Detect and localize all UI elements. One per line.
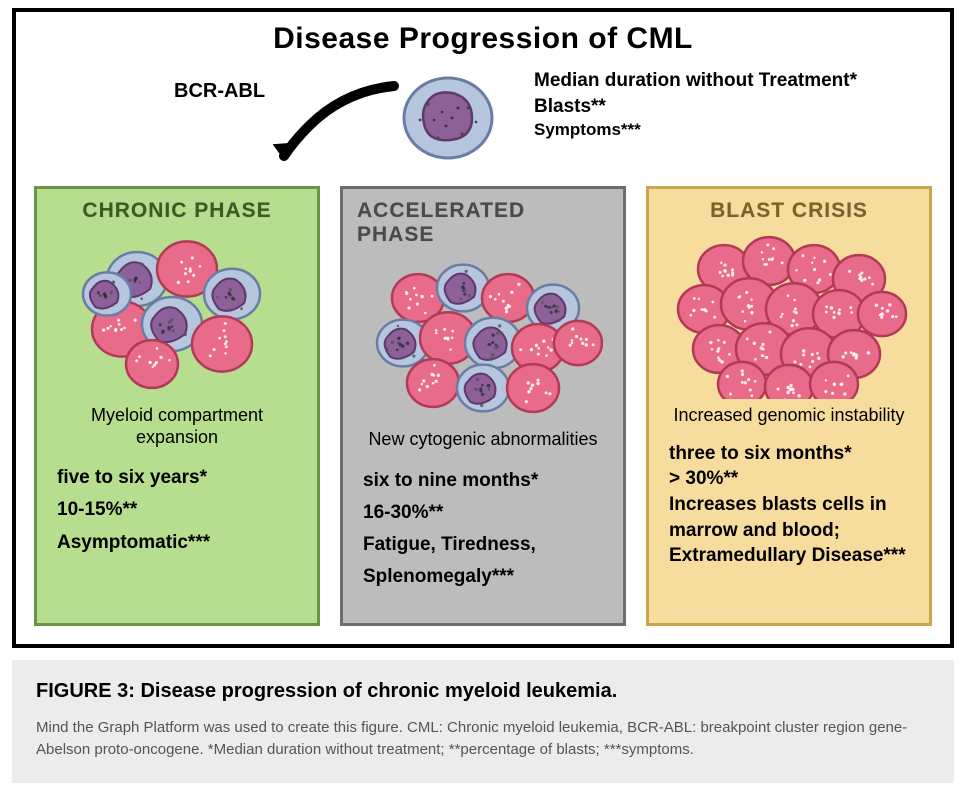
phase-accelerated: ACCELERATED PHASE New cytogenic abnormal… xyxy=(340,186,626,626)
legend-blasts: Blasts** xyxy=(534,94,857,120)
phase-chronic-stats: five to six years* 10-15%** Asymptomatic… xyxy=(51,462,303,559)
phase-blast-title: BLAST CRISIS xyxy=(710,199,868,223)
phase-accelerated-cells xyxy=(357,253,609,423)
phase-accelerated-symptoms: Fatigue, Tiredness, Splenomegaly*** xyxy=(363,529,609,594)
phase-blast-desc: Increased genomic instability xyxy=(673,405,904,427)
phase-accelerated-desc: New cytogenic abnormalities xyxy=(368,429,597,451)
gene-label: BCR-ABL xyxy=(174,80,265,103)
figure-wrap: Disease Progression of CML BCR-ABL xyxy=(0,8,966,783)
phase-blast-cells xyxy=(663,229,915,399)
phase-blast-stats: three to six months* > 30%** Increases b… xyxy=(663,441,915,569)
phase-chronic-duration: five to six years* xyxy=(57,462,303,494)
header-row: BCR-ABL Median duration withou xyxy=(34,62,932,182)
phase-accelerated-blasts: 16-30%** xyxy=(363,497,609,529)
caption-title: FIGURE 3: Disease progression of chronic… xyxy=(36,680,930,703)
phase-blast-duration: three to six months* xyxy=(669,441,915,467)
caption-box: FIGURE 3: Disease progression of chronic… xyxy=(12,660,954,783)
phase-chronic-title: CHRONIC PHASE xyxy=(82,199,271,223)
arrow-icon xyxy=(264,76,404,166)
legend: Median duration without Treatment* Blast… xyxy=(534,68,857,142)
phase-blast-symptoms: Increases blasts cells in marrow and blo… xyxy=(669,492,915,569)
legend-duration: Median duration without Treatment* xyxy=(534,68,857,94)
diagram-title: Disease Progression of CML xyxy=(34,22,932,56)
phase-blast-blasts: > 30%** xyxy=(669,466,915,492)
phase-accelerated-duration: six to nine months* xyxy=(363,465,609,497)
phase-chronic: CHRONIC PHASE Myeloid compartment expans… xyxy=(34,186,320,626)
phase-accelerated-title: ACCELERATED PHASE xyxy=(357,199,609,247)
phase-chronic-symptoms: Asymptomatic*** xyxy=(57,527,303,559)
header-cell-icon xyxy=(398,68,498,173)
legend-symptoms: Symptoms*** xyxy=(534,119,857,142)
phase-chronic-desc: Myeloid compartment expansion xyxy=(51,405,303,448)
caption-text: Mind the Graph Platform was used to crea… xyxy=(36,717,930,761)
phase-accelerated-stats: six to nine months* 16-30%** Fatigue, Ti… xyxy=(357,465,609,594)
phase-chronic-cells xyxy=(51,229,303,399)
phase-blast: BLAST CRISIS Increased genomic instabili… xyxy=(646,186,932,626)
diagram-box: Disease Progression of CML BCR-ABL xyxy=(12,8,954,648)
phases-row: CHRONIC PHASE Myeloid compartment expans… xyxy=(34,186,932,626)
phase-chronic-blasts: 10-15%** xyxy=(57,494,303,526)
